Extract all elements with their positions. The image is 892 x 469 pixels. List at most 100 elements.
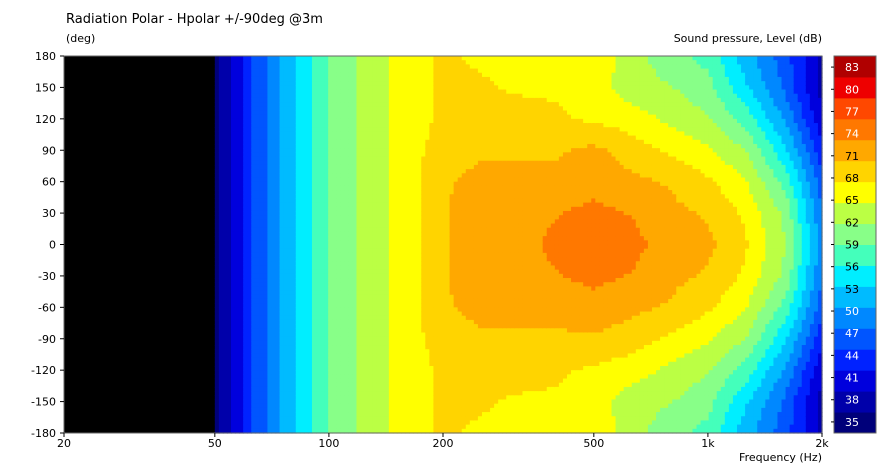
heatmap-cell bbox=[344, 68, 349, 74]
heatmap-cell bbox=[222, 231, 228, 237]
heatmap-cell bbox=[421, 123, 426, 128]
heatmap-cell bbox=[413, 135, 418, 141]
heatmap-cell bbox=[372, 294, 378, 300]
heatmap-cell bbox=[388, 64, 394, 70]
heatmap-cell bbox=[299, 236, 305, 241]
heatmap-cell bbox=[263, 403, 269, 409]
heatmap-cell bbox=[226, 412, 232, 417]
heatmap-cell bbox=[239, 244, 244, 250]
heatmap-cell bbox=[425, 311, 430, 317]
heatmap-cell bbox=[384, 227, 390, 233]
heatmap-cell bbox=[222, 319, 228, 325]
heatmap-cell bbox=[388, 378, 394, 384]
heatmap-cell bbox=[291, 56, 297, 61]
heatmap-cell bbox=[239, 236, 244, 241]
heatmap-cell bbox=[295, 173, 301, 179]
heatmap-cell bbox=[251, 424, 256, 430]
heatmap-cell bbox=[356, 345, 362, 350]
heatmap-cell bbox=[332, 106, 337, 112]
heatmap-cell bbox=[303, 123, 309, 128]
heatmap-cell bbox=[388, 370, 394, 375]
heatmap-cell bbox=[295, 349, 301, 355]
heatmap-cell bbox=[433, 311, 439, 317]
heatmap-cell bbox=[299, 173, 305, 179]
heatmap-cell bbox=[299, 298, 305, 304]
heatmap-cell bbox=[311, 185, 317, 191]
heatmap-cell bbox=[279, 416, 285, 422]
heatmap-cell bbox=[283, 391, 289, 396]
heatmap-cell bbox=[352, 173, 358, 179]
heatmap-cell bbox=[311, 273, 317, 279]
heatmap-cell bbox=[332, 269, 337, 275]
heatmap-cell bbox=[295, 76, 301, 82]
heatmap-cell bbox=[235, 248, 240, 254]
heatmap-cell bbox=[214, 114, 220, 120]
heatmap-cell bbox=[239, 72, 244, 78]
heatmap-cell bbox=[388, 374, 394, 380]
heatmap-cell bbox=[324, 169, 329, 174]
heatmap-cell bbox=[303, 240, 309, 246]
heatmap-cell bbox=[271, 252, 277, 258]
heatmap-cell bbox=[222, 202, 228, 208]
heatmap-cell bbox=[218, 148, 224, 153]
heatmap-cell bbox=[356, 81, 362, 86]
heatmap-cell bbox=[352, 424, 358, 430]
heatmap-cell bbox=[401, 110, 406, 116]
heatmap-cell bbox=[405, 93, 410, 99]
heatmap-cell bbox=[279, 85, 285, 91]
heatmap-cell bbox=[396, 315, 402, 321]
heatmap-cell bbox=[243, 219, 248, 225]
heatmap-cell bbox=[396, 361, 402, 367]
heatmap-cell bbox=[396, 231, 402, 237]
heatmap-cell bbox=[303, 273, 309, 279]
heatmap-cell bbox=[291, 68, 297, 74]
heatmap-cell bbox=[348, 89, 354, 95]
heatmap-cell bbox=[332, 135, 337, 141]
heatmap-cell bbox=[214, 152, 220, 158]
heatmap-cell bbox=[214, 391, 220, 396]
heatmap-cell bbox=[218, 202, 224, 208]
heatmap-cell bbox=[235, 143, 240, 149]
heatmap-cell bbox=[311, 102, 317, 107]
heatmap-cell bbox=[295, 378, 301, 384]
heatmap-cell bbox=[243, 261, 248, 267]
heatmap-cell bbox=[356, 286, 362, 292]
heatmap-cell bbox=[299, 370, 305, 375]
heatmap-cell bbox=[433, 219, 439, 225]
heatmap-cell bbox=[247, 391, 252, 396]
heatmap-cell bbox=[360, 294, 366, 300]
heatmap-cell bbox=[259, 156, 264, 162]
heatmap-cell bbox=[356, 60, 362, 65]
heatmap-cell bbox=[380, 332, 386, 338]
heatmap-cell bbox=[352, 315, 358, 321]
heatmap-cell bbox=[340, 328, 345, 334]
heatmap-cell bbox=[226, 81, 232, 86]
heatmap-cell bbox=[307, 286, 313, 292]
heatmap-cell bbox=[376, 324, 382, 329]
heatmap-cell bbox=[388, 340, 394, 346]
heatmap-cell bbox=[267, 420, 273, 426]
heatmap-cell bbox=[384, 315, 390, 321]
heatmap-cell bbox=[352, 93, 358, 99]
heatmap-cell bbox=[279, 257, 285, 262]
heatmap-cell bbox=[267, 307, 273, 313]
heatmap-cell bbox=[307, 353, 313, 359]
heatmap-cell bbox=[384, 206, 390, 212]
heatmap-cell bbox=[226, 89, 232, 95]
heatmap-cell bbox=[222, 215, 228, 220]
heatmap-cell bbox=[239, 319, 244, 325]
heatmap-cell bbox=[380, 319, 386, 325]
heatmap-cell bbox=[275, 185, 281, 191]
heatmap-cell bbox=[235, 361, 240, 367]
heatmap-cell bbox=[311, 223, 317, 229]
heatmap-cell bbox=[271, 236, 277, 241]
heatmap-cell bbox=[405, 139, 410, 145]
heatmap-cell bbox=[299, 139, 305, 145]
heatmap-cell bbox=[429, 219, 435, 225]
heatmap-cell bbox=[267, 278, 273, 283]
heatmap-cell bbox=[392, 361, 398, 367]
heatmap-cell bbox=[340, 231, 345, 237]
heatmap-cell bbox=[226, 370, 232, 375]
heatmap-cell bbox=[425, 324, 430, 329]
heatmap-cell bbox=[376, 76, 382, 82]
